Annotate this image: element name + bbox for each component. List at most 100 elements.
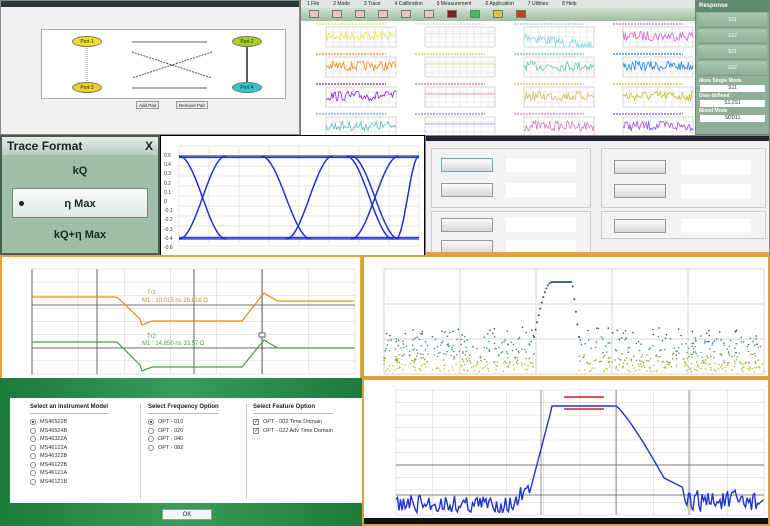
more-single-mode-select[interactable]: S11	[700, 85, 765, 92]
data-point	[525, 331, 527, 334]
radio-icon[interactable]	[30, 436, 36, 443]
data-point	[442, 340, 444, 342]
preset-icon[interactable]	[516, 10, 526, 18]
menu-application[interactable]: 6 Application	[485, 1, 514, 7]
topology-button-1[interactable]	[441, 158, 493, 172]
data-point	[607, 327, 610, 329]
data-point	[476, 348, 478, 350]
topology-button-2[interactable]	[441, 183, 493, 197]
radio-icon[interactable]	[30, 453, 36, 460]
data-point	[571, 285, 574, 288]
models-option[interactable]: MS46522B	[30, 418, 108, 427]
data-point	[755, 362, 757, 365]
topology-button-3[interactable]	[441, 218, 493, 232]
freqs-option[interactable]: OPT - 020	[148, 427, 219, 436]
menu-trace[interactable]: 3 Trace	[363, 1, 381, 7]
display-toggle-icon[interactable]	[447, 10, 457, 18]
option-label: OPT - 082	[158, 444, 184, 451]
marker-icon	[258, 332, 266, 338]
models-option[interactable]: MS46121B	[30, 478, 108, 487]
user-defined-select[interactable]: S1,2S1	[700, 100, 765, 107]
data-point	[724, 370, 726, 373]
port-3-node[interactable]: Port 3	[72, 82, 102, 93]
freq-icon[interactable]	[332, 10, 342, 18]
data-point	[383, 359, 385, 362]
menu-measurement[interactable]: 5 Measurement	[436, 1, 472, 7]
radio-icon[interactable]	[148, 436, 154, 443]
topology-button-5[interactable]	[614, 160, 666, 174]
menu-file[interactable]: 1 File	[307, 1, 320, 7]
data-point	[718, 363, 720, 365]
option-eta-max[interactable]: η Max	[12, 188, 148, 218]
ok-button[interactable]: OK	[162, 509, 212, 520]
topology-button-6[interactable]	[614, 184, 666, 198]
model-header: Select an Instrument Model	[30, 404, 109, 414]
radio-icon[interactable]	[30, 427, 36, 434]
radio-selected-icon[interactable]	[148, 419, 154, 426]
radio-icon[interactable]	[148, 427, 154, 434]
y-tick-label: 0.2	[164, 180, 171, 187]
menu-mode[interactable]: 2 Mode	[333, 1, 350, 7]
calibration-icon[interactable]	[493, 10, 503, 18]
port-4-node[interactable]: Port 4	[232, 82, 262, 93]
data-point	[452, 330, 454, 333]
port-2-node[interactable]: Port 2	[232, 36, 262, 47]
menu-utilities[interactable]: 7 Utilities	[527, 1, 549, 7]
radio-icon[interactable]	[30, 470, 36, 477]
s12-button[interactable]: S12	[698, 29, 767, 44]
models-option[interactable]: MS46322B	[30, 452, 108, 461]
radio-icon[interactable]	[30, 444, 36, 451]
feature-option[interactable]: ✓ OPT - 002 Time Domain	[253, 418, 333, 427]
data-point	[692, 351, 695, 354]
freqs-option[interactable]: OPT - 040	[148, 435, 219, 444]
data-point	[401, 363, 403, 366]
radio-selected-icon[interactable]	[30, 419, 36, 426]
models-option[interactable]: MS46524B	[30, 427, 108, 436]
freqs-option[interactable]: OPT - 010	[148, 418, 219, 427]
radio-icon[interactable]	[148, 444, 154, 451]
display-icon[interactable]	[309, 10, 319, 18]
data-point	[584, 343, 587, 345]
data-point	[516, 356, 518, 359]
feature-option[interactable]: ✓ OPT - 022 Adv Time Domain	[253, 427, 333, 436]
data-point	[612, 332, 614, 334]
models-option[interactable]: MS46122A	[30, 444, 108, 453]
menu-calibration[interactable]: 4 Calibration	[394, 1, 423, 7]
s21-button[interactable]: S21	[698, 45, 767, 60]
models-option[interactable]: MS46121A	[30, 469, 108, 478]
option-kq[interactable]: kQ	[72, 165, 88, 177]
data-point	[639, 363, 642, 365]
option-kq-eta-max[interactable]: kQ+η Max	[53, 229, 107, 241]
data-point	[568, 281, 571, 283]
data-point	[617, 369, 619, 371]
data-point	[657, 335, 660, 338]
data-point	[657, 360, 659, 362]
data-point	[496, 361, 499, 363]
data-point	[460, 343, 462, 346]
marker-icon[interactable]	[378, 10, 388, 18]
response-icon[interactable]	[470, 10, 480, 18]
remove-pair-button[interactable]: Remove Pair	[176, 101, 209, 109]
models-option[interactable]: MS46122B	[30, 461, 108, 470]
power-icon[interactable]	[355, 10, 365, 18]
scale-icon[interactable]	[401, 10, 411, 18]
models-option[interactable]: MS46322A	[30, 435, 108, 444]
radio-icon[interactable]	[30, 478, 36, 485]
freqs-option[interactable]: OPT - 082	[148, 444, 219, 453]
port-1-node[interactable]: Port 1	[72, 36, 102, 47]
data-point	[638, 368, 641, 371]
checkbox-checked-icon[interactable]: ✓	[253, 427, 260, 434]
data-point	[719, 353, 721, 355]
s11-button[interactable]: S11	[698, 13, 767, 28]
trace-icon[interactable]	[424, 10, 434, 18]
data-point	[723, 360, 725, 362]
mixed-mode-select[interactable]: SDD11	[700, 115, 765, 122]
radio-icon[interactable]	[30, 461, 36, 468]
topology-button-7[interactable]	[614, 219, 666, 233]
menu-help[interactable]: 8 Help	[562, 1, 577, 7]
data-point	[412, 365, 415, 368]
close-icon[interactable]: X	[144, 139, 153, 153]
s22-button[interactable]: S22	[698, 61, 767, 76]
checkbox-checked-icon[interactable]: ✓	[253, 419, 260, 426]
add-pair-button[interactable]: Add Pair	[136, 101, 160, 109]
